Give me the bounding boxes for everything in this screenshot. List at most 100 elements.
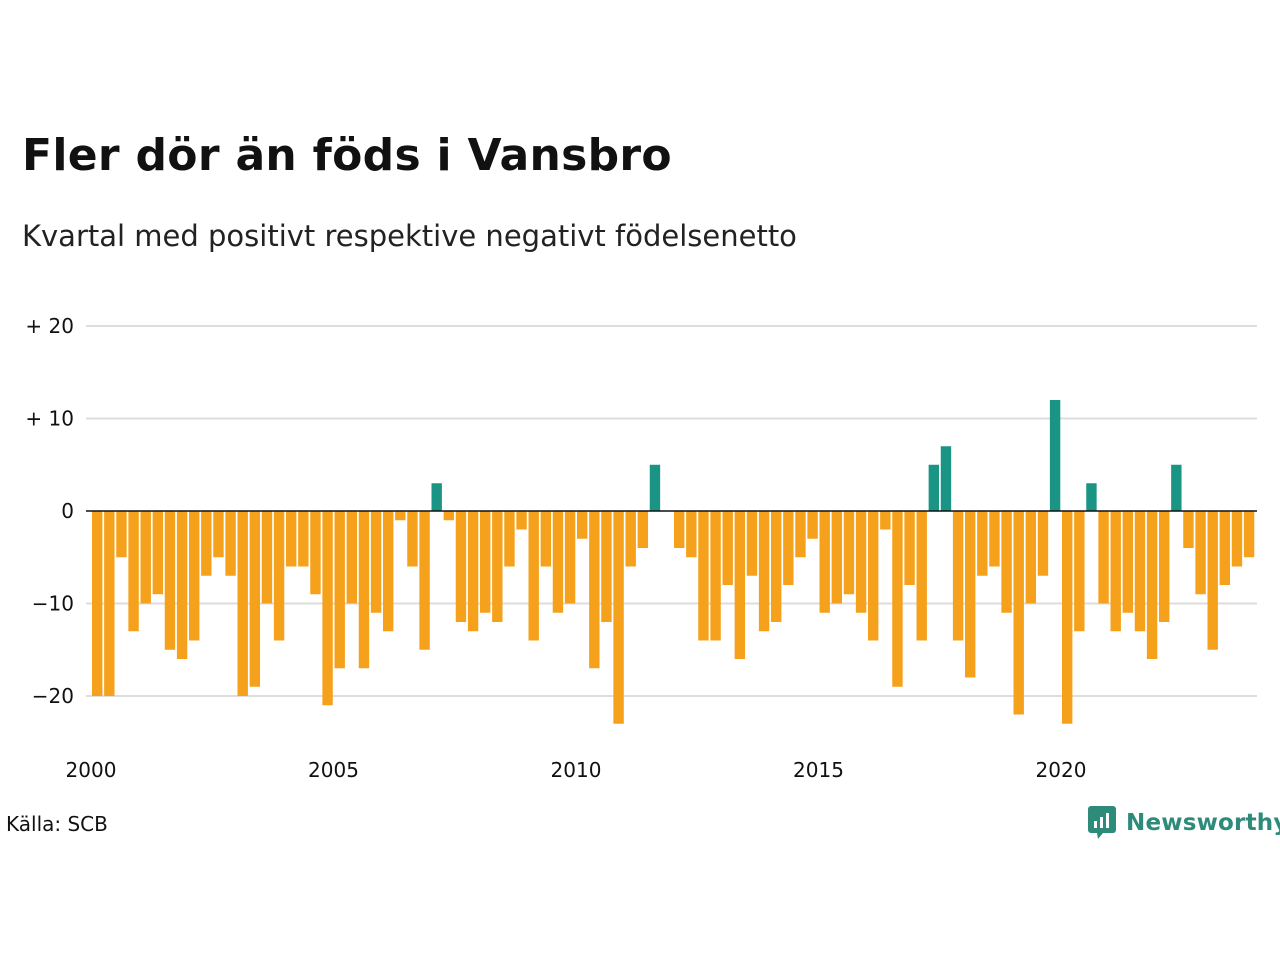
bar (480, 511, 491, 613)
bar (1062, 511, 1073, 724)
bar (407, 511, 418, 567)
bar (1110, 511, 1121, 632)
bar (358, 511, 370, 669)
brand-logo[interactable]: Newsworthy (1088, 805, 1280, 841)
bar (1243, 511, 1255, 558)
x-tick-label: 2010 (551, 758, 602, 782)
brand-name: Newsworthy (1126, 810, 1280, 836)
bar (334, 511, 345, 669)
bar (783, 511, 794, 585)
bar (261, 511, 273, 604)
bar (698, 511, 709, 641)
bar (601, 511, 612, 622)
bar (564, 511, 576, 604)
bar (552, 511, 564, 613)
bar (116, 511, 127, 558)
bar (577, 511, 588, 539)
x-tick-label: 2015 (793, 758, 844, 782)
bar (892, 511, 903, 687)
bar (128, 511, 139, 632)
bar (1159, 511, 1170, 622)
bar (298, 511, 309, 567)
bar (370, 511, 382, 613)
bar (237, 511, 248, 696)
bar (286, 511, 297, 567)
newsworthy-logo-icon (1088, 806, 1116, 839)
source-note: Källa: SCB (6, 812, 108, 836)
bar (1001, 511, 1012, 613)
bar (431, 483, 442, 511)
bar (940, 446, 952, 511)
bar (249, 511, 261, 687)
bar (1086, 483, 1097, 511)
bar (201, 511, 212, 576)
bar (989, 511, 1000, 567)
bar (674, 511, 685, 548)
bar (734, 511, 746, 659)
bar (928, 464, 940, 511)
bar (916, 511, 927, 641)
bar (152, 511, 164, 595)
bar (1134, 511, 1146, 632)
y-tick-label: −10 (32, 592, 74, 616)
bar (455, 511, 467, 622)
bar (613, 511, 624, 724)
bar (528, 511, 539, 641)
x-tick-label: 2000 (66, 758, 117, 782)
bar (346, 511, 358, 604)
bar (880, 511, 891, 530)
bar (868, 511, 879, 641)
bar (952, 511, 964, 641)
chart-subtitle: Kvartal med positivt respektive negativt… (22, 219, 797, 253)
bar (1231, 511, 1243, 567)
bar (1195, 511, 1206, 595)
y-tick-label: + 20 (25, 314, 74, 338)
bar (904, 511, 915, 585)
bars (92, 400, 1255, 724)
bar (819, 511, 830, 613)
bar (383, 511, 394, 632)
x-axis-ticks: 2000 2005 2010 2015 2020 (66, 758, 1087, 782)
bar (164, 511, 176, 650)
bar (443, 511, 455, 521)
bar (213, 511, 224, 558)
x-tick-label: 2005 (308, 758, 359, 782)
bar (855, 511, 867, 613)
bar (843, 511, 855, 595)
bar (686, 511, 697, 558)
bar (310, 511, 321, 595)
bar (504, 511, 515, 567)
gridlines (86, 325, 1257, 697)
y-tick-label: + 10 (25, 407, 74, 431)
bar (92, 511, 103, 696)
bar (1025, 511, 1037, 604)
bar (1219, 511, 1231, 585)
bar (492, 511, 503, 622)
bar (1122, 511, 1134, 613)
y-tick-label: −20 (32, 684, 74, 708)
bar (322, 511, 333, 706)
bar (746, 511, 758, 576)
bar (273, 511, 285, 641)
y-axis-ticks: + 20 + 10 0 −10 −20 (25, 314, 74, 708)
bar (1183, 511, 1194, 548)
bar (1074, 511, 1085, 632)
bar (225, 511, 236, 576)
bar (395, 511, 406, 521)
bar (540, 511, 552, 567)
bar (722, 511, 733, 585)
bar (807, 511, 818, 539)
chart-title: Fler dör än föds i Vansbro (22, 130, 672, 181)
x-tick-label: 2020 (1036, 758, 1087, 782)
bar (176, 511, 188, 659)
bar (1013, 511, 1024, 715)
bar (1146, 511, 1158, 659)
bar (104, 511, 115, 696)
bar (1037, 511, 1049, 576)
bar (516, 511, 527, 530)
bar (1207, 511, 1218, 650)
bar (710, 511, 721, 641)
bar (758, 511, 770, 632)
y-tick-label: 0 (61, 499, 74, 523)
bar (140, 511, 151, 604)
